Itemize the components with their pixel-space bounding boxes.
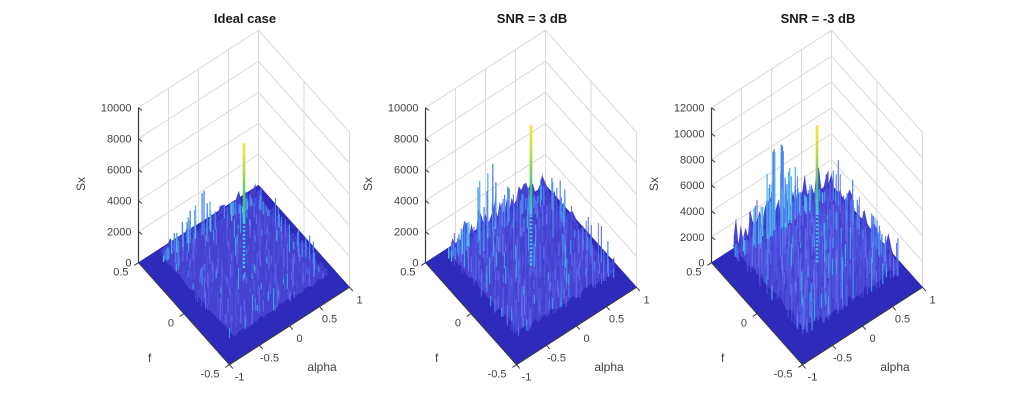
subplot2-ylabel: f: [435, 351, 439, 365]
subplot2-zlabel: Sx: [361, 176, 376, 192]
svg-text:-1: -1: [522, 372, 532, 384]
svg-text:-0.5: -0.5: [833, 352, 852, 364]
svg-text:2000: 2000: [107, 227, 131, 239]
svg-text:-0.5: -0.5: [488, 369, 507, 381]
svg-text:-0.5: -0.5: [774, 369, 793, 381]
svg-text:-0.5: -0.5: [201, 369, 220, 381]
svg-text:0.5: 0.5: [400, 267, 415, 279]
subplot3-xlabel: alpha: [880, 360, 910, 374]
subplot3-title: SNR = -3 dB: [780, 11, 856, 26]
svg-text:10000: 10000: [388, 103, 419, 115]
svg-text:0: 0: [412, 258, 418, 270]
svg-text:0: 0: [125, 258, 131, 270]
svg-text:6000: 6000: [680, 180, 704, 192]
subplot1-zlabel: Sx: [74, 176, 89, 192]
subplot1-ylabel: f: [148, 351, 152, 365]
subplot3-zlabel: Sx: [647, 176, 662, 192]
svg-text:2000: 2000: [680, 232, 704, 244]
svg-text:10000: 10000: [101, 103, 132, 115]
svg-text:1: 1: [643, 294, 649, 306]
subplot2-title: SNR = 3 dB: [496, 11, 568, 26]
svg-text:-0.5: -0.5: [547, 352, 566, 364]
svg-text:0.5: 0.5: [322, 314, 337, 326]
svg-text:1: 1: [929, 294, 935, 306]
svg-text:0: 0: [583, 333, 589, 345]
subplot2-xlabel: alpha: [594, 360, 624, 374]
svg-text:12000: 12000: [674, 103, 705, 115]
svg-text:4000: 4000: [680, 206, 704, 218]
svg-text:1: 1: [356, 294, 362, 306]
svg-text:6000: 6000: [107, 165, 131, 177]
svg-text:0.5: 0.5: [113, 267, 128, 279]
svg-text:0: 0: [698, 258, 704, 270]
subplot1-title: Ideal case: [213, 11, 277, 26]
svg-text:4000: 4000: [394, 196, 418, 208]
subplot3-ylabel: f: [721, 351, 725, 365]
svg-text:8000: 8000: [680, 154, 704, 166]
svg-text:-1: -1: [808, 372, 818, 384]
svg-text:0: 0: [869, 333, 875, 345]
svg-text:6000: 6000: [394, 165, 418, 177]
svg-text:8000: 8000: [107, 134, 131, 146]
svg-text:4000: 4000: [107, 196, 131, 208]
svg-text:0.5: 0.5: [895, 314, 910, 326]
svg-text:2000: 2000: [394, 227, 418, 239]
svg-text:0: 0: [741, 318, 747, 330]
svg-text:0: 0: [296, 333, 302, 345]
subplot1-xlabel: alpha: [307, 360, 337, 374]
svg-text:0.5: 0.5: [609, 314, 624, 326]
svg-text:0: 0: [455, 318, 461, 330]
svg-text:8000: 8000: [394, 134, 418, 146]
svg-text:10000: 10000: [674, 129, 705, 141]
svg-text:-1: -1: [235, 372, 245, 384]
svg-text:0: 0: [168, 318, 174, 330]
svg-text:0.5: 0.5: [686, 267, 701, 279]
svg-text:-0.5: -0.5: [260, 352, 279, 364]
